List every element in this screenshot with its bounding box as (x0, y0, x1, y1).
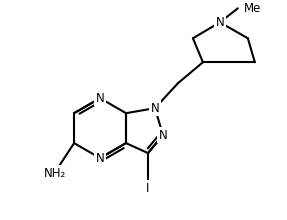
Text: I: I (146, 182, 150, 194)
Text: N: N (96, 152, 104, 165)
Text: NH₂: NH₂ (44, 167, 66, 180)
Text: N: N (216, 16, 224, 29)
Text: N: N (159, 129, 167, 142)
Text: Me: Me (244, 2, 261, 15)
Text: N: N (96, 92, 104, 105)
Text: N: N (151, 102, 159, 115)
